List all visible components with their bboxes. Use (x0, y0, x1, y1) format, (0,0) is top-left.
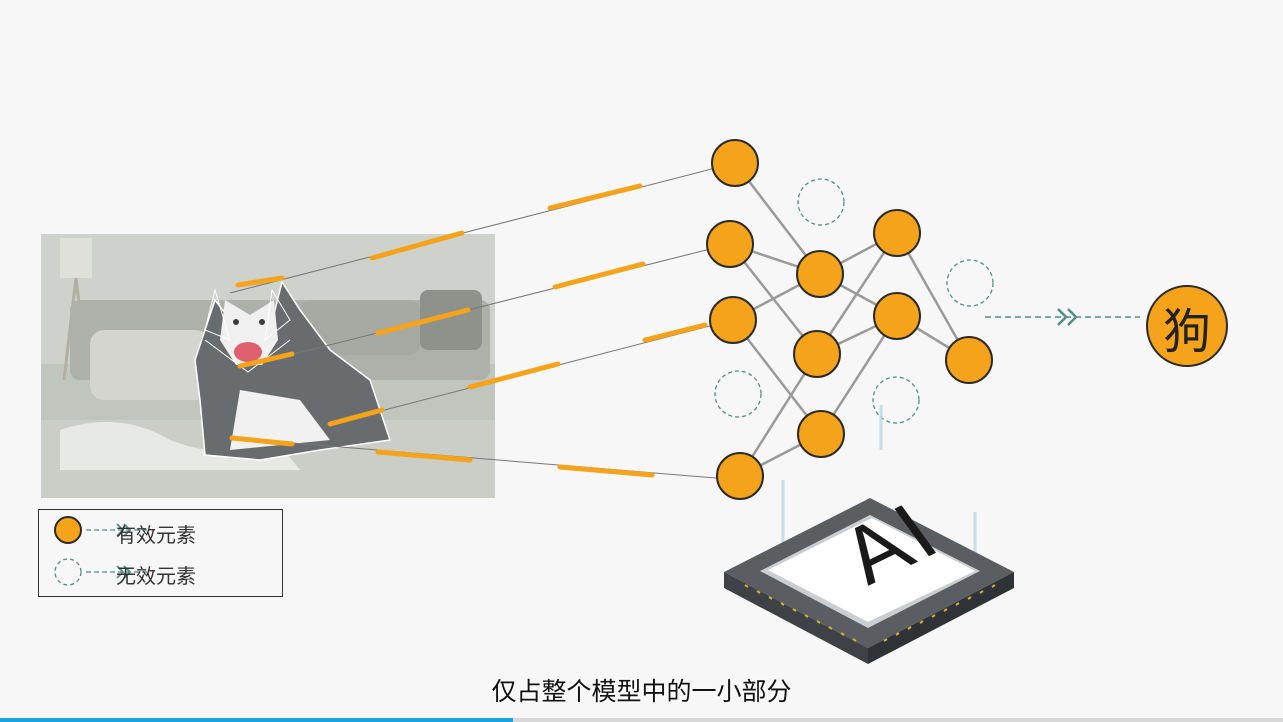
hidden-node (873, 292, 921, 340)
light-beams (781, 405, 977, 555)
feature-connectors (229, 162, 741, 481)
legend-markers (54, 516, 150, 586)
hidden-node (793, 330, 841, 378)
output-node (945, 336, 993, 384)
result-label: 狗 (1162, 304, 1211, 360)
input-node (709, 296, 757, 344)
output-arrow (985, 308, 1140, 326)
result-node (1146, 285, 1228, 367)
network-edges (729, 162, 971, 478)
legend-valid-label: 有效元素 (116, 523, 196, 547)
dog-figure (194, 280, 391, 461)
invalid-node (872, 376, 920, 424)
legend-invalid-marker (54, 558, 82, 586)
input-node (711, 139, 759, 187)
valid-nodes (706, 139, 993, 500)
invalid-node (946, 259, 994, 307)
invalid-nodes (714, 178, 994, 424)
video-progress-bar[interactable] (0, 718, 1283, 722)
input-node (706, 220, 754, 268)
video-progress-fill (0, 718, 514, 722)
legend-invalid-label: 无效元素 (116, 564, 196, 588)
hidden-node (796, 250, 844, 298)
input-node (716, 452, 764, 500)
invalid-node (714, 370, 762, 418)
subtitle: 仅占整个模型中的一小部分 (491, 677, 792, 706)
hidden-node (873, 209, 921, 257)
double-chevron-icon (1057, 308, 1078, 326)
hidden-node (797, 410, 845, 458)
legend-valid-marker (54, 516, 82, 544)
invalid-node (797, 178, 845, 226)
legend (38, 509, 283, 597)
ai-chip-icon (724, 498, 1014, 664)
